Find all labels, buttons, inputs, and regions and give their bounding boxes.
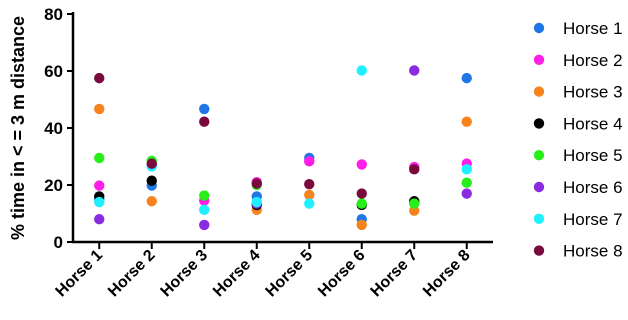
x-tick-label: Horse 8 [420, 247, 474, 301]
x-tick-label: Horse 6 [315, 247, 369, 301]
data-point-5-1 [94, 152, 105, 164]
data-point-8-2 [146, 158, 157, 169]
data-point-3-8 [461, 116, 472, 127]
data-point-4-2 [146, 175, 157, 186]
x-tick-label: Horse 7 [368, 247, 422, 301]
x-tick-label: Horse 1 [53, 247, 107, 301]
x-tick-label: Horse 4 [210, 247, 264, 301]
x-tick-label: Horse 2 [105, 247, 159, 301]
data-point-3-7 [409, 205, 420, 216]
y-tick-label: 60 [44, 62, 63, 81]
legend-label: Horse 8 [563, 242, 623, 261]
legend-label: Horse 3 [563, 83, 623, 102]
data-point-7-6 [356, 65, 367, 76]
legend-label: Horse 1 [563, 19, 623, 38]
data-point-7-1 [94, 196, 105, 208]
data-point-8-4 [251, 178, 262, 189]
x-tick-label: Horse 3 [158, 247, 212, 301]
data-point-5-6 [356, 198, 367, 209]
data-point-7-8 [461, 164, 472, 175]
legend-label: Horse 5 [563, 146, 623, 165]
legend-label: Horse 2 [563, 51, 623, 70]
data-point-1-8 [461, 72, 472, 84]
legend-marker [533, 181, 545, 193]
legend-marker [533, 150, 545, 161]
data-point-5-3 [199, 190, 210, 201]
legend: Horse 1 Horse 2 Horse 3 Horse 4 Horse 5 Horse… [533, 19, 623, 261]
data-point-8-3 [199, 116, 210, 127]
y-tick-label: 40 [44, 119, 63, 138]
data-point-5-7 [409, 198, 420, 209]
data-point-2-5 [304, 156, 315, 167]
data-point-3-1 [94, 103, 105, 115]
y-tick-label: 80 [44, 5, 63, 24]
data-point-8-7 [409, 164, 420, 175]
data-point-2-1 [94, 180, 105, 191]
legend-marker [533, 22, 545, 34]
legend-marker [533, 118, 545, 129]
legend-marker [533, 54, 545, 65]
data-point-5-8 [461, 177, 472, 188]
data-point-6-1 [94, 214, 105, 225]
y-axis-label: % time in < = 3 m distance [8, 16, 28, 240]
data-point-7-5 [304, 198, 315, 209]
data-point-1-3 [199, 103, 210, 115]
data-point-3-2 [146, 196, 157, 207]
legend-marker [533, 86, 545, 97]
data-point-7-4 [251, 196, 262, 208]
legend-label: Horse 6 [563, 178, 623, 197]
y-tick-label: 0 [54, 233, 63, 252]
data-point-3-5 [304, 189, 315, 201]
data-point-3-6 [356, 219, 367, 231]
data-point-6-8 [461, 188, 472, 199]
x-tick-label: Horse 5 [263, 247, 317, 301]
legend-marker [533, 213, 545, 224]
data-point-6-3 [199, 219, 210, 231]
data-point-2-6 [356, 159, 367, 170]
legend-label: Horse 4 [563, 114, 623, 133]
data-point-7-3 [199, 204, 210, 215]
data-point-8-5 [304, 178, 315, 190]
data-point-6-7 [409, 65, 420, 76]
y-tick-label: 20 [44, 176, 63, 195]
data-point-8-1 [94, 72, 105, 84]
data-point-8-6 [356, 188, 367, 199]
legend-marker [533, 245, 545, 256]
legend-label: Horse 7 [563, 210, 623, 229]
data-points [94, 65, 472, 231]
